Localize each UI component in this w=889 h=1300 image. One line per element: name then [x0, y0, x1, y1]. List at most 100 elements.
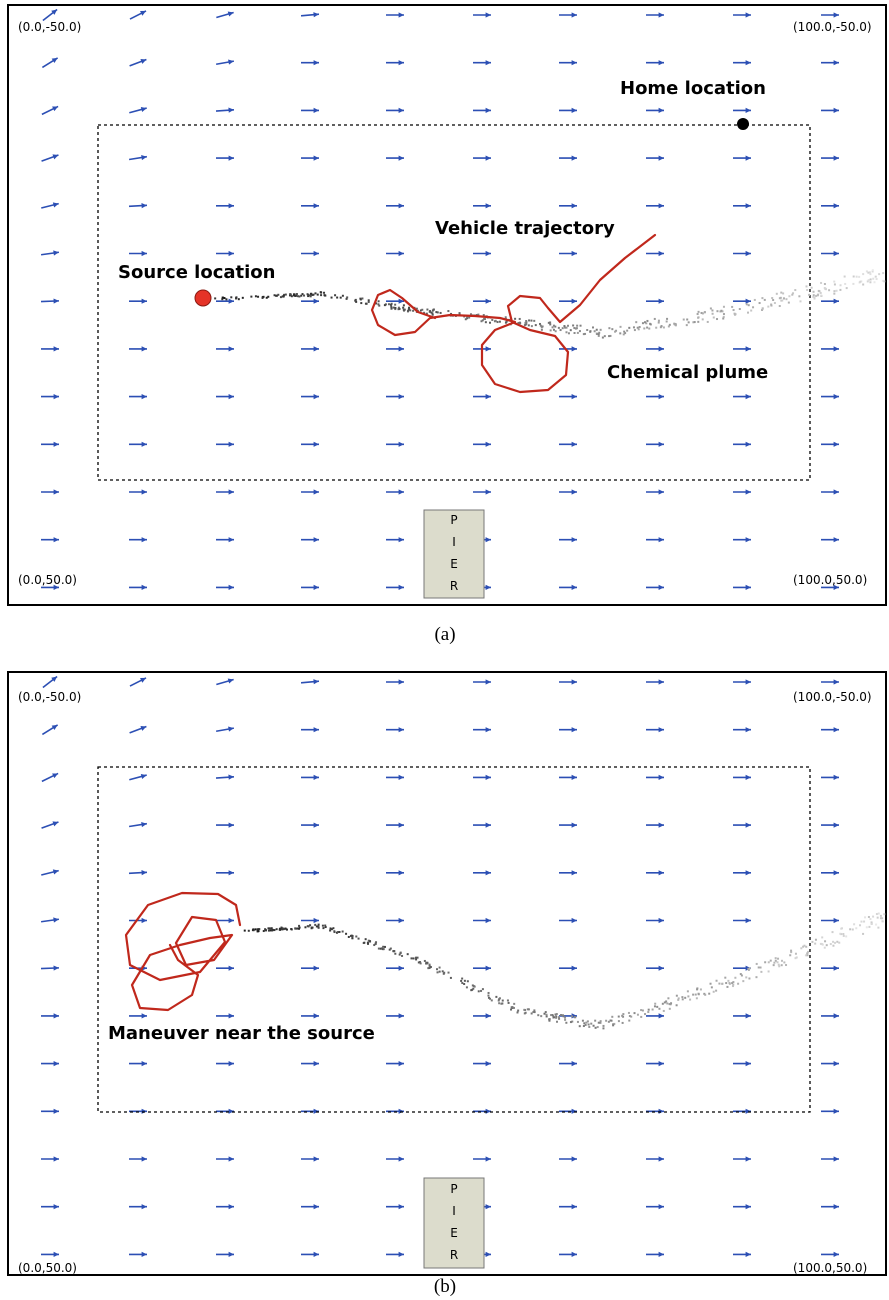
- plume-particle: [845, 935, 847, 937]
- plume-particle: [303, 295, 305, 297]
- plume-particle: [686, 319, 688, 321]
- plume-particle: [354, 300, 356, 302]
- plume-particle: [871, 923, 873, 925]
- plume-particle: [324, 295, 326, 297]
- plume-particle: [334, 931, 336, 933]
- plume-particle: [498, 1002, 500, 1004]
- plume-particle: [286, 929, 288, 931]
- plume-particle: [838, 942, 840, 944]
- plume-particle: [542, 325, 544, 327]
- plume-particle: [368, 301, 370, 303]
- plume-particle: [698, 993, 700, 995]
- plume-particle: [525, 320, 527, 322]
- annotation: Source location: [118, 262, 275, 283]
- plume-particle: [555, 1013, 557, 1015]
- plume-particle: [293, 294, 295, 296]
- plume-particle: [271, 929, 273, 931]
- plume-particle: [630, 1016, 632, 1018]
- plume-particle: [401, 955, 403, 957]
- plume-particle: [604, 335, 606, 337]
- plume-particle: [770, 960, 772, 962]
- plume-particle: [813, 294, 815, 296]
- plume-particle: [285, 294, 287, 296]
- plume-particle: [677, 999, 679, 1001]
- plume-particle: [334, 294, 336, 296]
- plume-particle: [669, 1008, 671, 1010]
- plume-particle: [560, 329, 562, 331]
- plume-particle: [628, 1020, 630, 1022]
- plume-particle: [746, 303, 748, 305]
- plume-particle: [732, 985, 734, 987]
- plume-particle: [242, 297, 244, 299]
- plume-particle: [565, 1022, 567, 1024]
- corner-label: (0.0,-50.0): [18, 20, 81, 34]
- plume-particle: [415, 958, 417, 960]
- plume-particle: [505, 316, 507, 318]
- plume-particle: [579, 1025, 581, 1027]
- plume-particle: [858, 276, 860, 278]
- plume-particle: [602, 337, 604, 339]
- panel-a: P I E R (0.0,-50.0) (100.0,-50.0) (0.0,5…: [8, 5, 886, 605]
- plume-particle: [828, 289, 830, 291]
- plume-particle: [487, 995, 489, 997]
- plume-particle: [839, 289, 841, 291]
- plume-particle: [875, 276, 877, 278]
- plume-particle: [482, 988, 484, 990]
- caption: (b): [434, 1276, 456, 1297]
- plume-particle: [555, 330, 557, 332]
- plume-particle: [689, 999, 691, 1001]
- plume-particle: [773, 964, 775, 966]
- plume-particle: [429, 964, 431, 966]
- plume-particle: [644, 321, 646, 323]
- plume-particle: [720, 310, 722, 312]
- plume-particle: [588, 1024, 590, 1026]
- plume-particle: [669, 1003, 671, 1005]
- corner-label: (100.0,-50.0): [793, 20, 872, 34]
- panel-b: P I E R (0.0,-50.0) (100.0,-50.0) (0.0,5…: [8, 672, 886, 1275]
- plume-particle: [250, 296, 252, 298]
- plume-particle: [883, 280, 885, 282]
- plume-particle: [576, 325, 578, 327]
- plume-particle: [442, 970, 444, 972]
- plume-particle: [365, 303, 367, 305]
- plume-particle: [555, 1016, 557, 1018]
- plume-particle: [383, 948, 385, 950]
- plume-particle: [548, 322, 550, 324]
- plume-particle: [648, 1009, 650, 1011]
- plume-particle: [696, 997, 698, 999]
- plume-particle: [761, 297, 763, 299]
- pier-letter: P: [450, 513, 457, 527]
- plume-particle: [650, 323, 652, 325]
- plume-particle: [369, 940, 371, 942]
- plume-particle: [580, 325, 582, 327]
- plume-particle: [389, 949, 391, 951]
- plume-particle: [346, 296, 348, 298]
- plume-particle: [749, 967, 751, 969]
- plume-particle: [570, 1021, 572, 1023]
- plume-particle: [489, 322, 491, 324]
- plume-particle: [298, 296, 300, 298]
- plume-particle: [317, 294, 319, 296]
- plume-particle: [484, 318, 486, 320]
- plume-particle: [338, 931, 340, 933]
- plume-particle: [235, 297, 237, 299]
- plume-particle: [415, 957, 417, 959]
- plume-particle: [806, 289, 808, 291]
- plume-particle: [408, 309, 410, 311]
- plume-particle: [595, 1027, 597, 1029]
- plume-particle: [836, 290, 838, 292]
- plume-particle: [658, 320, 660, 322]
- plume-particle: [331, 928, 333, 930]
- plume-particle: [647, 1011, 649, 1013]
- plume-particle: [488, 992, 490, 994]
- plume-particle: [775, 960, 777, 962]
- plume-particle: [674, 323, 676, 325]
- plume-particle: [450, 977, 452, 979]
- plume-particle: [747, 312, 749, 314]
- plume-particle: [800, 947, 802, 949]
- plume-particle: [570, 329, 572, 331]
- plume-particle: [431, 312, 433, 314]
- plume-particle: [443, 973, 445, 975]
- plume-particle: [491, 319, 493, 321]
- plume-particle: [466, 986, 468, 988]
